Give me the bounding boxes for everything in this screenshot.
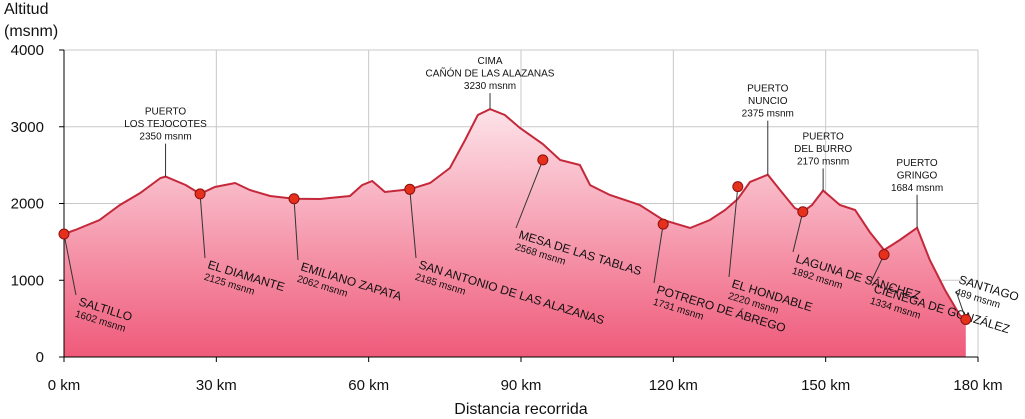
y-axis-title: Altitud	[4, 1, 48, 18]
waypoint-leader	[199, 193, 206, 259]
y-tick-label: 2000	[11, 196, 44, 213]
peak-elevation: 2350 msnm	[139, 132, 191, 143]
waypoint-marker	[878, 249, 890, 261]
x-tick-label: 30 km	[196, 377, 237, 394]
waypoint-marker	[657, 218, 669, 230]
waypoint-marker	[404, 183, 416, 195]
x-axis-title: Distancia recorrida	[454, 401, 587, 418]
x-tick-label: 0 km	[48, 377, 81, 394]
waypoint-marker	[288, 193, 300, 205]
waypoint-marker	[537, 154, 549, 166]
peak-name: PUERTO	[145, 107, 187, 118]
waypoint-leader	[792, 211, 804, 253]
y-axis-title: (msnm)	[4, 23, 58, 40]
peak-name: PUERTO	[747, 84, 789, 95]
y-tick-label: 1000	[11, 272, 44, 289]
waypoint-marker	[194, 188, 206, 200]
peak-name: GRINGO	[897, 170, 938, 181]
y-tick-label: 4000	[11, 42, 44, 59]
waypoint-leader	[515, 159, 544, 229]
waypoint-leader	[409, 189, 417, 259]
waypoint-leader	[653, 224, 664, 284]
profile-line	[63, 108, 967, 321]
waypoint-marker	[797, 206, 809, 218]
x-tick-label: 180 km	[953, 377, 1002, 394]
waypoint-marker	[732, 181, 744, 193]
peak-name: LOS TEJOCOTES	[124, 119, 207, 130]
peak-elevation: 2375 msnm	[742, 109, 794, 120]
peak-name: CAÑÓN DE LAS ALAZANAS	[426, 67, 555, 80]
waypoint-leader	[293, 198, 299, 261]
y-tick-label: 0	[36, 349, 44, 366]
x-tick-label: 90 km	[501, 377, 542, 394]
x-tick-label: 60 km	[348, 377, 389, 394]
peak-name: PUERTO	[896, 158, 938, 169]
waypoint-leader	[728, 186, 739, 278]
x-tick-label: 120 km	[649, 377, 698, 394]
x-tick-label: 150 km	[801, 377, 850, 394]
y-tick-label: 3000	[11, 119, 44, 136]
waypoint-leader	[63, 233, 77, 296]
peak-name: NUNCIO	[748, 96, 788, 107]
peak-elevation: 2170 msnm	[797, 156, 849, 167]
peak-elevation: 1684 msnm	[891, 183, 943, 194]
waypoint-marker	[960, 313, 972, 325]
area-fill	[64, 109, 966, 357]
peak-name: DEL BURRO	[794, 144, 852, 155]
peak-name: CIMA	[478, 56, 503, 67]
waypoint-marker	[58, 228, 70, 240]
peak-elevation: 3230 msnm	[464, 81, 516, 92]
peak-name: PUERTO	[802, 131, 844, 142]
